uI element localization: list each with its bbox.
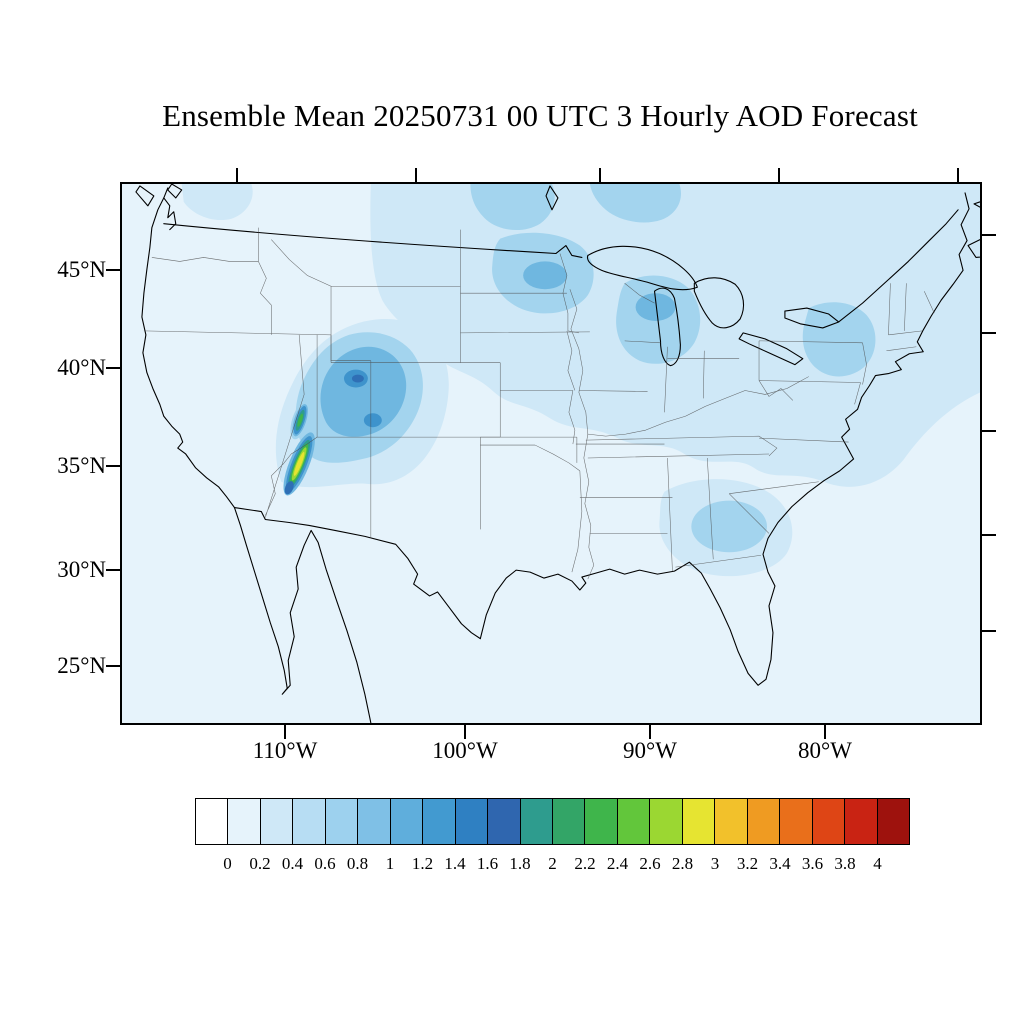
- colorbar-tick-label: 2.8: [671, 854, 694, 873]
- colorbar-tick-label: 2.4: [606, 854, 629, 873]
- axis-tick-right: [982, 430, 996, 432]
- lat-tick-label: 25°N: [57, 653, 106, 678]
- colorbar-box: [681, 798, 716, 845]
- colorbar-labels: 0 0.2 0.4 0.6 0.8 1 1.2 1.4 1.6 1.8 2 2.2 2.4 2.6 2.8 3…: [195, 854, 910, 876]
- colorbar-box: [422, 798, 456, 845]
- axis-tick-right: [982, 234, 996, 236]
- colorbar-tick-label: 0.8: [346, 854, 369, 873]
- plot-title: Ensemble Mean 20250731 00 UTC 3 Hourly A…: [162, 98, 918, 133]
- colorbar-tick-label: 2.2: [574, 854, 596, 873]
- colorbar-box: [811, 798, 846, 845]
- colorbar-box: [227, 798, 261, 845]
- axis-tick-bottom: [649, 725, 651, 739]
- lon-tick-label: 110°W: [252, 738, 318, 763]
- colorbar-tick-label: 0.6: [314, 854, 336, 873]
- axis-tick-right: [982, 630, 996, 632]
- colorbar-box: [746, 798, 781, 845]
- axis-tick-bottom: [824, 725, 826, 739]
- axis-tick-top: [236, 168, 238, 182]
- colorbar-tick-label: 3.2: [736, 854, 759, 873]
- colorbar-tick-label: 0.4: [281, 854, 304, 873]
- colorbar-box: [292, 798, 326, 845]
- colorbar-box: [519, 798, 553, 845]
- colorbar-tick-label: 1.8: [509, 854, 531, 873]
- lon-tick-label: 90°W: [623, 738, 677, 763]
- colorbar-box: [259, 798, 294, 845]
- smoke-plume: [283, 401, 315, 496]
- lon-tick-label: 80°W: [798, 738, 852, 763]
- colorbar-box: [584, 798, 618, 845]
- coastlines: [135, 184, 980, 723]
- colorbar-box: [779, 798, 813, 845]
- colorbar-box: [454, 798, 489, 845]
- axis-tick-top: [415, 168, 417, 182]
- axis-tick-left: [106, 367, 120, 369]
- colorbar-box: [195, 798, 229, 845]
- axis-tick-left: [106, 269, 120, 271]
- colorbar-box: [357, 798, 391, 845]
- colorbar-box: [616, 798, 651, 845]
- colorbar-box: [389, 798, 424, 845]
- colorbar-box: [714, 798, 748, 845]
- colorbar-tick-label: 1.2: [411, 854, 434, 873]
- map-frame: [120, 182, 982, 725]
- state-borders: [143, 227, 935, 580]
- colorbar-tick-label: 2.6: [639, 854, 661, 873]
- axis-tick-top: [599, 168, 601, 182]
- colorbar-tick-label: 3: [710, 854, 720, 873]
- map-canvas: [122, 184, 980, 723]
- colorbar-box: [324, 798, 359, 845]
- axis-tick-right: [982, 332, 996, 334]
- colorbar-tick-label: 2: [548, 854, 557, 873]
- lon-tick-label: 100°W: [432, 738, 498, 763]
- axis-tick-left: [106, 569, 120, 571]
- lat-tick-label: 45°N: [57, 257, 106, 282]
- colorbar-tick-label: 3.6: [801, 854, 824, 873]
- colorbar-box: [876, 798, 910, 845]
- colorbar-tick-label: 0: [223, 854, 232, 873]
- lat-tick-label: 40°N: [57, 355, 106, 380]
- colorbar-box: [649, 798, 683, 845]
- colorbar-tick-label: 0.2: [249, 854, 271, 873]
- colorbar-tick-label: 3.8: [834, 854, 856, 873]
- colorbar-box: [551, 798, 586, 845]
- colorbar-tick-label: 1.6: [476, 854, 499, 873]
- colorbar: [195, 798, 910, 845]
- colorbar-tick-label: 3.4: [769, 854, 791, 873]
- lat-tick-label: 35°N: [57, 453, 106, 478]
- colorbar-tick-label: 1: [385, 854, 395, 873]
- colorbar-tick-label: 4: [873, 854, 882, 873]
- axis-tick-bottom: [464, 725, 466, 739]
- axis-tick-top: [957, 168, 959, 182]
- colorbar-tick-label: 1.4: [444, 854, 466, 873]
- axis-tick-top: [778, 168, 780, 182]
- lat-tick-label: 30°N: [57, 557, 106, 582]
- colorbar-box: [487, 798, 521, 845]
- axis-tick-left: [106, 665, 120, 667]
- axis-tick-right: [982, 534, 996, 536]
- axis-tick-bottom: [284, 725, 286, 739]
- colorbar-box: [844, 798, 878, 845]
- axis-tick-left: [106, 465, 120, 467]
